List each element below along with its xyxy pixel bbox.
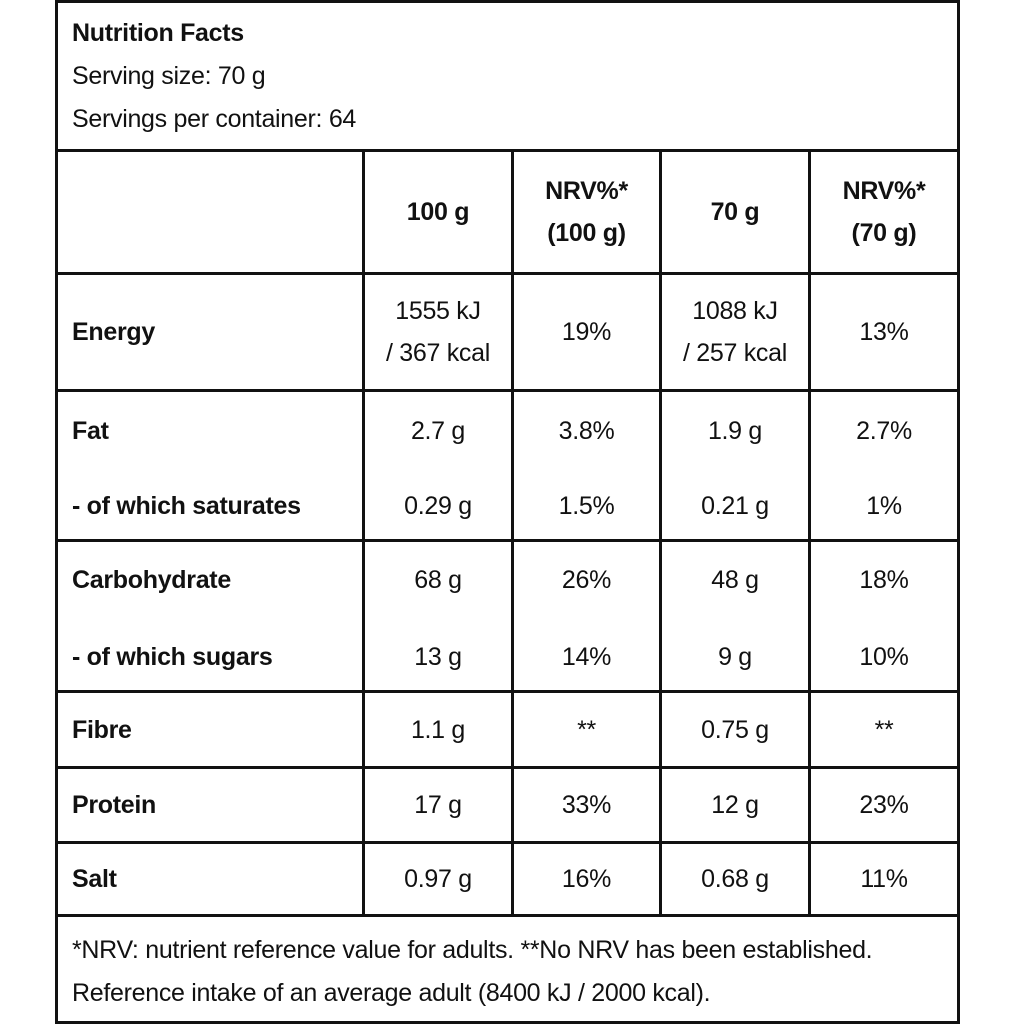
carbohydrate-nrv-100g: 26%: [561, 566, 612, 594]
fibre-divider: [55, 766, 960, 769]
column-divider-3: [659, 149, 662, 917]
column-header-nrv-70g-line2: (70 g): [851, 219, 917, 247]
fibre-nrv-100g: **: [577, 715, 596, 744]
sugars-70g: 9 g: [718, 643, 752, 671]
fat-nrv-100g: 3.8%: [558, 417, 615, 445]
protein-divider: [55, 841, 960, 844]
column-header-nrv-100g: NRV%* (100 g): [514, 152, 659, 272]
footnote-nrv: *NRV: nutrient reference value for adult…: [72, 936, 873, 964]
serving-size: Serving size: 70 g: [72, 62, 266, 90]
protein-nrv-100g: 33%: [561, 791, 612, 819]
salt-100g: 0.97 g: [404, 865, 472, 893]
energy-nrv-100g: 19%: [561, 318, 612, 346]
carbohydrate-divider: [55, 690, 960, 693]
row-label-fibre: Fibre: [72, 715, 132, 744]
row-label-sugars: - of which sugars: [72, 643, 273, 671]
energy-70g-kj: 1088 kJ: [692, 297, 778, 325]
row-label-salt: Salt: [72, 865, 117, 893]
fat-100g: 2.7 g: [410, 417, 466, 445]
column-header-70g: 70 g: [710, 198, 760, 226]
table-bottom-border: [55, 914, 960, 917]
salt-nrv-100g: 16%: [561, 865, 612, 893]
salt-nrv-70g: 11%: [860, 865, 908, 893]
label-title: Nutrition Facts: [72, 19, 244, 47]
saturates-nrv-70g: 1%: [866, 492, 902, 520]
fibre-nrv-70g: **: [874, 715, 894, 744]
energy-100g: 1555 kJ / 367 kcal: [365, 275, 511, 389]
sugars-100g: 13 g: [414, 643, 462, 671]
energy-100g-kcal: / 367 kcal: [385, 339, 490, 367]
servings-per-container: Servings per container: 64: [72, 105, 357, 133]
column-header-100g: 100 g: [406, 198, 470, 226]
row-label-fat: Fat: [72, 417, 109, 445]
fat-70g: 1.9 g: [707, 417, 763, 445]
nutrition-label: [55, 0, 960, 1024]
row-label-energy: Energy: [72, 318, 155, 346]
fibre-100g: 1.1 g: [410, 715, 466, 744]
column-header-nrv-100g-line1: NRV%*: [545, 177, 628, 205]
bottom-border: [55, 1021, 960, 1024]
energy-70g-kcal: / 257 kcal: [682, 339, 787, 367]
protein-100g: 17 g: [414, 791, 462, 819]
header-divider: [55, 149, 960, 152]
carbohydrate-70g: 48 g: [711, 566, 759, 594]
salt-70g: 0.68 g: [701, 865, 769, 893]
saturates-100g: 0.29 g: [404, 492, 472, 520]
protein-70g: 12 g: [711, 791, 759, 819]
top-border: [55, 0, 960, 3]
sugars-nrv-70g: 10%: [859, 643, 909, 671]
column-header-divider: [55, 272, 960, 275]
column-header-nrv-100g-line2: (100 g): [547, 219, 626, 247]
column-header-nrv-70g-line1: NRV%*: [842, 177, 926, 205]
carbohydrate-100g: 68 g: [414, 566, 462, 594]
carbohydrate-nrv-70g: 18%: [859, 566, 909, 594]
row-label-protein: Protein: [72, 791, 157, 819]
footnote-reference-intake: Reference intake of an average adult (84…: [72, 979, 711, 1007]
energy-70g: 1088 kJ / 257 kcal: [662, 275, 808, 389]
protein-nrv-70g: 23%: [859, 791, 909, 819]
column-divider-2: [511, 149, 514, 917]
column-header-nrv-70g: NRV%* (70 g): [811, 152, 957, 272]
fat-nrv-70g: 2.7%: [856, 417, 912, 445]
column-divider-4: [808, 149, 811, 917]
column-divider-1: [362, 149, 365, 917]
sugars-nrv-100g: 14%: [561, 643, 612, 671]
energy-nrv-70g: 13%: [859, 318, 909, 346]
fibre-70g: 0.75 g: [701, 715, 769, 744]
energy-100g-kj: 1555 kJ: [395, 297, 481, 325]
row-label-carbohydrate: Carbohydrate: [72, 566, 231, 594]
saturates-nrv-100g: 1.5%: [558, 492, 615, 520]
energy-divider: [55, 389, 960, 392]
saturates-70g: 0.21 g: [701, 492, 769, 520]
fat-divider: [55, 539, 960, 542]
row-label-saturates: - of which saturates: [72, 492, 301, 520]
